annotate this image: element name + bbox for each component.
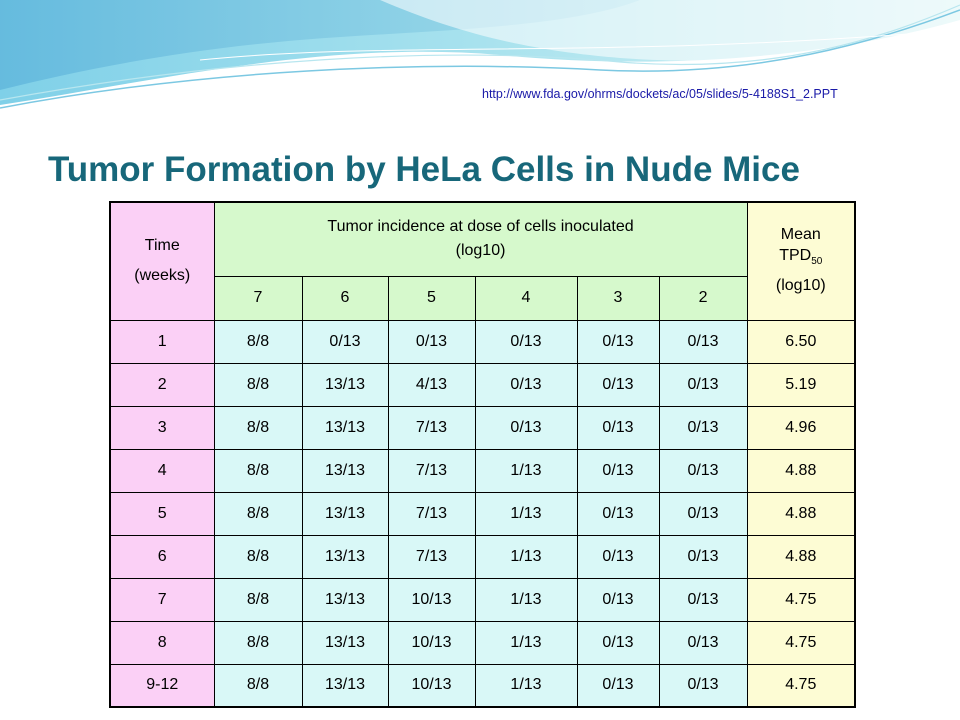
- time-cell: 3: [109, 405, 215, 450]
- incidence-cell: 0/13: [576, 319, 660, 364]
- dose-header-row: 7 6 5 4 3 2: [110, 275, 855, 321]
- incidence-cell: 0/13: [658, 405, 748, 450]
- incidence-cell: 8/8: [213, 448, 303, 493]
- incidence-cell: 0/13: [658, 663, 748, 708]
- incidence-cell: 0/13: [576, 577, 660, 622]
- incidence-cell: 10/13: [387, 620, 476, 665]
- time-cell: 7: [109, 577, 215, 622]
- incidence-cell: 0/13: [658, 577, 748, 622]
- incidence-cell: 0/13: [474, 319, 578, 364]
- dose-header: 5: [387, 275, 476, 321]
- incidence-cell: 0/13: [658, 448, 748, 493]
- incidence-cell: 0/13: [576, 491, 660, 536]
- time-cell: 4: [109, 448, 215, 493]
- table-row: 7 8/8 13/13 10/13 1/13 0/13 0/13 4.75: [109, 577, 856, 622]
- incidence-cell: 10/13: [387, 663, 476, 708]
- tpd-cell: 4.88: [746, 448, 856, 493]
- source-url[interactable]: http://www.fda.gov/ohrms/dockets/ac/05/s…: [482, 87, 838, 101]
- incidence-cell: 8/8: [213, 319, 303, 364]
- tumor-incidence-table: Time (weeks) Tumor incidence at dose of …: [109, 201, 857, 708]
- incidence-cell: 1/13: [474, 491, 578, 536]
- tpd-cell: 4.88: [746, 534, 856, 579]
- time-header: Time (weeks): [109, 201, 215, 321]
- table-row: 8 8/8 13/13 10/13 1/13 0/13 0/13 4.75: [109, 620, 856, 665]
- decorative-wave-banner: [0, 0, 960, 109]
- time-cell: 9-12: [109, 663, 215, 708]
- incidence-cell: 13/13: [301, 663, 389, 708]
- incidence-cell: 0/13: [658, 491, 748, 536]
- time-cell: 5: [109, 491, 215, 536]
- incidence-cell: 13/13: [301, 577, 389, 622]
- table-row: 2 8/8 13/13 4/13 0/13 0/13 0/13 5.19: [109, 362, 856, 407]
- incidence-cell: 13/13: [301, 448, 389, 493]
- incidence-cell: 13/13: [301, 362, 389, 407]
- incidence-cell: 0/13: [658, 319, 748, 364]
- incidence-cell: 7/13: [387, 448, 476, 493]
- slide-title: Tumor Formation by HeLa Cells in Nude Mi…: [48, 150, 800, 189]
- tpd-cell: 4.75: [746, 663, 856, 708]
- incidence-cell: 8/8: [213, 663, 303, 708]
- incidence-cell: 13/13: [301, 620, 389, 665]
- tpd-cell: 4.75: [746, 620, 856, 665]
- incidence-cell: 0/13: [658, 362, 748, 407]
- dose-header: 4: [474, 275, 578, 321]
- incidence-cell: 8/8: [213, 577, 303, 622]
- dose-header: 6: [301, 275, 389, 321]
- table-row: 3 8/8 13/13 7/13 0/13 0/13 0/13 4.96: [109, 405, 856, 450]
- incidence-cell: 0/13: [658, 620, 748, 665]
- incidence-cell: 0/13: [658, 534, 748, 579]
- incidence-cell: 0/13: [576, 448, 660, 493]
- incidence-cell: 8/8: [213, 362, 303, 407]
- incidence-cell: 1/13: [474, 620, 578, 665]
- incidence-cell: 0/13: [576, 362, 660, 407]
- incidence-cell: 4/13: [387, 362, 476, 407]
- incidence-cell: 13/13: [301, 405, 389, 450]
- tpd-cell: 6.50: [746, 319, 856, 364]
- tpd-cell: 5.19: [746, 362, 856, 407]
- incidence-cell: 0/13: [474, 405, 578, 450]
- time-cell: 8: [109, 620, 215, 665]
- incidence-header: Tumor incidence at dose of cells inocula…: [213, 201, 748, 277]
- incidence-cell: 0/13: [387, 319, 476, 364]
- dose-header: 3: [576, 275, 660, 321]
- incidence-cell: 1/13: [474, 663, 578, 708]
- dose-header: 7: [213, 275, 303, 321]
- table-row: 5 8/8 13/13 7/13 1/13 0/13 0/13 4.88: [109, 491, 856, 536]
- incidence-cell: 7/13: [387, 534, 476, 579]
- incidence-cell: 13/13: [301, 491, 389, 536]
- incidence-cell: 0/13: [301, 319, 389, 364]
- table-row: 1 8/8 0/13 0/13 0/13 0/13 0/13 6.50: [109, 319, 856, 364]
- tpd-cell: 4.88: [746, 491, 856, 536]
- time-cell: 6: [109, 534, 215, 579]
- table-row: 6 8/8 13/13 7/13 1/13 0/13 0/13 4.88: [109, 534, 856, 579]
- incidence-cell: 0/13: [576, 620, 660, 665]
- table-row: 9-12 8/8 13/13 10/13 1/13 0/13 0/13 4.75: [109, 663, 856, 708]
- table-body: 1 8/8 0/13 0/13 0/13 0/13 0/13 6.50 2 8/…: [109, 319, 856, 708]
- dose-header: 2: [658, 275, 748, 321]
- incidence-cell: 8/8: [213, 491, 303, 536]
- tpd-cell: 4.96: [746, 405, 856, 450]
- incidence-cell: 8/8: [213, 620, 303, 665]
- incidence-cell: 0/13: [474, 362, 578, 407]
- incidence-cell: 7/13: [387, 405, 476, 450]
- tpd-header: Mean TPD50 (log10): [746, 201, 856, 321]
- table-row: 4 8/8 13/13 7/13 1/13 0/13 0/13 4.88: [109, 448, 856, 493]
- time-cell: 2: [109, 362, 215, 407]
- incidence-cell: 1/13: [474, 534, 578, 579]
- incidence-cell: 7/13: [387, 491, 476, 536]
- incidence-cell: 1/13: [474, 577, 578, 622]
- incidence-cell: 1/13: [474, 448, 578, 493]
- time-cell: 1: [109, 319, 215, 364]
- incidence-cell: 8/8: [213, 405, 303, 450]
- incidence-cell: 13/13: [301, 534, 389, 579]
- incidence-cell: 0/13: [576, 663, 660, 708]
- incidence-cell: 10/13: [387, 577, 476, 622]
- incidence-cell: 0/13: [576, 534, 660, 579]
- tpd-cell: 4.75: [746, 577, 856, 622]
- incidence-cell: 0/13: [576, 405, 660, 450]
- incidence-cell: 8/8: [213, 534, 303, 579]
